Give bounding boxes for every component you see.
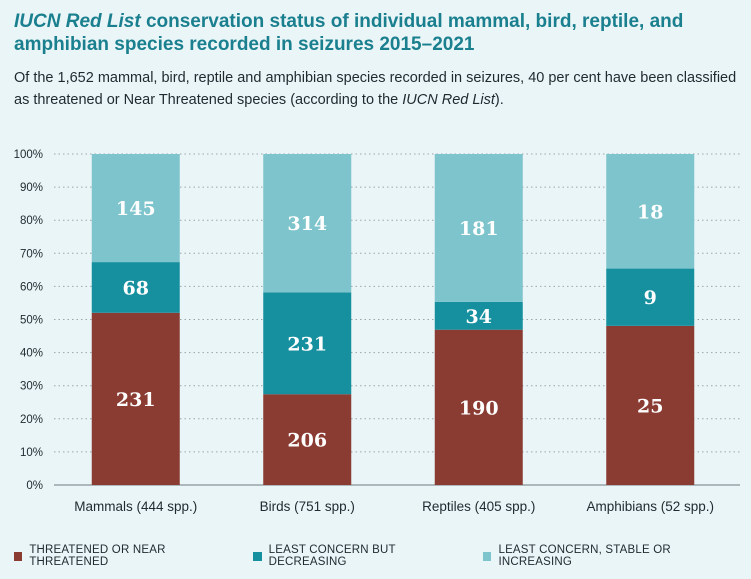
data-label: 231 bbox=[287, 333, 327, 355]
legend-label-threatened: THREATENED OR NEAR THREATENED bbox=[29, 544, 166, 568]
y-tick-label: 10% bbox=[20, 447, 43, 459]
y-tick-label: 90% bbox=[20, 182, 43, 194]
y-tick-label: 70% bbox=[20, 248, 43, 260]
y-tick-label: 50% bbox=[20, 315, 43, 327]
legend-item-decreasing: LEAST CONCERN BUT DECREASING bbox=[253, 544, 461, 568]
bar-segment bbox=[434, 154, 523, 302]
data-label: 145 bbox=[116, 198, 156, 220]
subtitle-part3: ). bbox=[494, 92, 504, 108]
x-tick-label: Mammals (444 spp.) bbox=[74, 499, 197, 514]
legend-label-decreasing: LEAST CONCERN BUT DECREASING bbox=[268, 544, 396, 568]
data-label: 68 bbox=[123, 277, 149, 299]
bar-segment bbox=[606, 154, 695, 269]
y-tick-label: 30% bbox=[20, 381, 43, 393]
subtitle-italic: IUCN Red List bbox=[402, 92, 495, 108]
x-tick-label: Amphibians (52 spp.) bbox=[586, 499, 714, 514]
title-italic: IUCN Red List bbox=[14, 11, 141, 32]
bar-segment bbox=[91, 154, 180, 263]
bar-segment bbox=[434, 301, 523, 330]
y-tick-label: 60% bbox=[20, 281, 43, 293]
chart-title: IUCN Red List conservation status of ind… bbox=[14, 10, 744, 56]
bar-segment bbox=[91, 262, 180, 313]
bar-segment bbox=[263, 394, 352, 485]
legend-swatch-decreasing bbox=[253, 551, 262, 561]
y-tick-label: 0% bbox=[26, 480, 43, 492]
bar-segment bbox=[606, 268, 695, 326]
data-label: 190 bbox=[459, 397, 499, 419]
bar-segment bbox=[263, 154, 352, 293]
data-label: 9 bbox=[644, 287, 657, 309]
data-label: 18 bbox=[637, 201, 663, 223]
data-label: 181 bbox=[459, 218, 499, 240]
y-tick-label: 20% bbox=[20, 414, 43, 426]
data-label: 34 bbox=[466, 306, 492, 328]
data-label: 25 bbox=[637, 395, 663, 417]
legend-item-stable: LEAST CONCERN, STABLE OR INCREASING bbox=[483, 544, 729, 568]
bar-segment bbox=[606, 325, 695, 485]
labels-layer: 0% 10% 20% 30% 40% 50% 60% 70% 80% 90% 100% 231 68 14… bbox=[14, 149, 714, 514]
data-label: 314 bbox=[287, 213, 327, 235]
bar-segment bbox=[263, 292, 352, 395]
data-label: 231 bbox=[116, 389, 156, 411]
chart-legend: THREATENED OR NEAR THREATENED LEAST CONC… bbox=[14, 544, 751, 568]
data-label: 206 bbox=[287, 430, 327, 452]
title-rest: conservation status of individual mammal… bbox=[14, 11, 684, 55]
legend-swatch-stable bbox=[483, 551, 492, 561]
x-tick-label: Reptiles (405 spp.) bbox=[422, 499, 535, 514]
bar-segment bbox=[91, 312, 180, 485]
bars-layer bbox=[91, 154, 695, 485]
bar-segment bbox=[434, 329, 523, 485]
chart-subtitle: Of the 1,652 mammal, bird, reptile and a… bbox=[14, 67, 739, 111]
subtitle-part1: Of the 1,652 mammal, bird, reptile and a… bbox=[14, 70, 737, 108]
x-tick-label: Birds (751 spp.) bbox=[260, 499, 355, 514]
y-tick-label: 80% bbox=[20, 215, 43, 227]
y-tick-label: 40% bbox=[20, 348, 43, 360]
legend-swatch-threatened bbox=[14, 551, 23, 561]
legend-item-threatened: THREATENED OR NEAR THREATENED bbox=[14, 544, 231, 568]
legend-label-stable: LEAST CONCERN, STABLE OR INCREASING bbox=[498, 544, 671, 568]
y-tick-label: 100% bbox=[14, 149, 43, 161]
